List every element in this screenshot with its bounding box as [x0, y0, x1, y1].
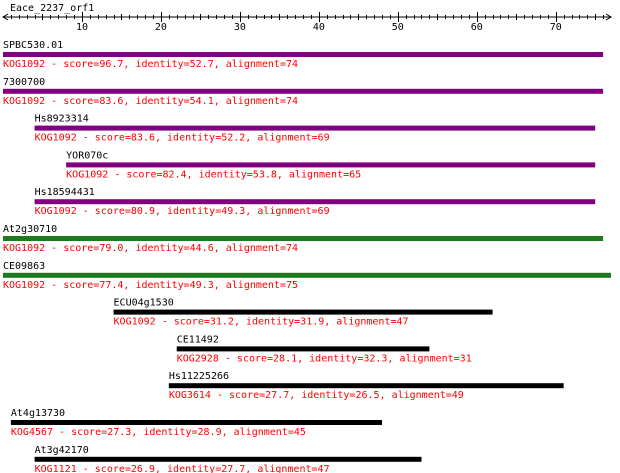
axis-tick-label: 30	[234, 22, 246, 33]
hit-annotation: KOG1092 - score=82.4, identity=53.8, ali…	[66, 169, 361, 180]
hit-bar	[176, 346, 430, 352]
hit-annotation: KOG1121 - score=26.9, identity=27.7, ali…	[35, 464, 330, 473]
query-axis: 10 20 30 40 50 60 70	[2, 12, 612, 33]
hit-annotation: KOG2928 - score=28.1, identity=32.3, ali…	[177, 353, 472, 364]
hit-name: Hs11225266	[169, 371, 229, 382]
axis-tick-label: 20	[155, 22, 167, 33]
axis-left-arrow	[2, 13, 9, 21]
hit-row: Hs18594431 KOG1092 - score=80.9, identity…	[34, 187, 596, 217]
hit-bar	[3, 236, 604, 241]
hit-name: At3g42170	[35, 445, 89, 456]
hit-row: SPBC530.01 KOG1092 - score=96.7, identity…	[3, 40, 604, 70]
hit-name: 7300700	[3, 77, 45, 88]
hit-row: Hs11225266 KOG3614 - score=27.7, identity…	[168, 371, 564, 401]
hit-row: Hs8923314 KOG1092 - score=83.6, identity=…	[34, 114, 596, 144]
hit-bar	[3, 52, 604, 57]
hit-list: SPBC530.01 KOG1092 - score=96.7, identity…	[3, 40, 611, 473]
hit-name: YOR070c	[66, 150, 108, 161]
axis-tick-label: 10	[76, 22, 88, 33]
hit-annotation: KOG1092 - score=83.6, identity=52.2, ali…	[35, 133, 330, 144]
hit-annotation: KOG1092 - score=31.2, identity=31.9, ali…	[114, 317, 409, 328]
hit-annotation: KOG1092 - score=79.0, identity=44.6, ali…	[3, 243, 298, 254]
hit-bar	[34, 199, 596, 205]
query-name: Eace_2237_orf1	[10, 3, 94, 14]
hit-annotation: KOG4567 - score=27.3, identity=28.9, ali…	[11, 427, 306, 438]
hit-row: CE09863 KOG1092 - score=77.4, identity=49…	[3, 261, 611, 291]
hit-bar	[34, 125, 596, 131]
hit-bar	[3, 88, 604, 94]
hit-row: ECU04g1530 KOG1092 - score=31.2, identity…	[113, 298, 493, 328]
hit-annotation: KOG1092 - score=80.9, identity=49.3, ali…	[35, 206, 330, 217]
hit-name: At4g13730	[11, 408, 65, 419]
hit-name: CE11492	[177, 334, 219, 345]
hit-row: At3g42170 KOG1121 - score=26.9, identity=…	[34, 445, 422, 473]
hit-annotation: KOG1092 - score=83.6, identity=54.1, ali…	[3, 96, 298, 107]
hit-bar	[113, 309, 493, 315]
axis-tick-label: 40	[313, 22, 325, 33]
hit-bar	[34, 456, 422, 462]
hit-name: CE09863	[3, 261, 45, 272]
hit-annotation: KOG1092 - score=96.7, identity=52.7, ali…	[3, 59, 298, 70]
hit-annotation: KOG3614 - score=27.7, identity=26.5, ali…	[169, 390, 464, 401]
hit-name: ECU04g1530	[114, 298, 174, 309]
hit-bar	[66, 162, 596, 168]
hit-bar	[168, 383, 564, 389]
hit-row: CE11492 KOG2928 - score=28.1, identity=32…	[176, 334, 472, 364]
axis-right-arrow	[605, 13, 612, 21]
hit-row: At2g30710 KOG1092 - score=79.0, identity=…	[3, 224, 604, 254]
hit-name: Hs18594431	[35, 187, 95, 198]
axis-tick-label: 60	[471, 22, 483, 33]
hit-name: Hs8923314	[35, 114, 89, 125]
hit-row: At4g13730 KOG4567 - score=27.3, identity=…	[10, 408, 383, 438]
axis-tick-label: 50	[392, 22, 404, 33]
hit-bar	[3, 272, 611, 278]
hit-name: At2g30710	[3, 224, 57, 235]
hit-row: 7300700 KOG1092 - score=83.6, identity=54…	[3, 77, 604, 107]
hit-name: SPBC530.01	[3, 40, 63, 51]
axis-tick-label: 70	[550, 22, 562, 33]
hit-row: YOR070c KOG1092 - score=82.4, identity=53…	[66, 150, 596, 180]
hit-annotation: KOG1092 - score=77.4, identity=49.3, ali…	[3, 280, 298, 291]
hit-bar	[10, 420, 383, 425]
